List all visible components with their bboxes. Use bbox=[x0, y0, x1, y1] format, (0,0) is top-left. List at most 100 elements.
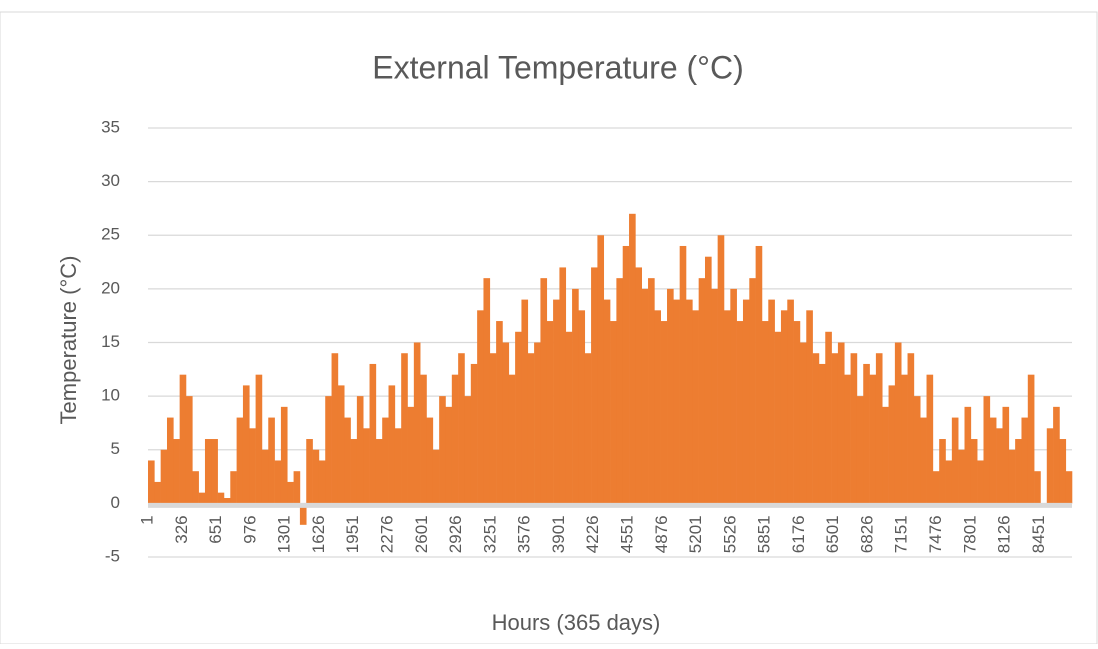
bar bbox=[945, 460, 953, 504]
chart-title: External Temperature (°C) bbox=[372, 49, 743, 85]
bar bbox=[951, 417, 959, 504]
x-tick-label: 6176 bbox=[789, 515, 808, 553]
bar bbox=[426, 417, 434, 504]
bar bbox=[394, 428, 402, 504]
bar bbox=[806, 310, 813, 504]
bar bbox=[572, 288, 579, 504]
bar bbox=[439, 396, 446, 504]
y-tick-label: 20 bbox=[101, 278, 120, 297]
bar bbox=[989, 417, 997, 504]
x-tick-label: 326 bbox=[172, 515, 191, 543]
bar bbox=[553, 299, 560, 504]
bar bbox=[559, 267, 567, 504]
x-tick-label: 7476 bbox=[926, 515, 945, 553]
bar bbox=[1027, 374, 1035, 504]
x-tick-label: 1 bbox=[137, 515, 156, 524]
bar bbox=[673, 299, 680, 504]
bar bbox=[622, 245, 630, 504]
x-tick-label: 7151 bbox=[892, 515, 911, 553]
bar bbox=[787, 299, 794, 504]
bar bbox=[818, 363, 826, 504]
bar bbox=[166, 417, 174, 504]
bar bbox=[711, 288, 718, 504]
bar bbox=[464, 396, 472, 504]
bar bbox=[521, 299, 529, 504]
bar bbox=[280, 406, 288, 504]
bar bbox=[629, 213, 636, 504]
bar bbox=[844, 374, 851, 504]
bar bbox=[863, 363, 870, 504]
bar bbox=[325, 396, 332, 504]
bar bbox=[337, 385, 345, 504]
bar bbox=[350, 439, 358, 504]
bar bbox=[698, 278, 706, 504]
x-tick-label: 2276 bbox=[377, 515, 396, 553]
bar bbox=[204, 439, 212, 504]
bar bbox=[211, 439, 218, 504]
bar bbox=[413, 342, 421, 504]
bar bbox=[420, 374, 427, 504]
bar bbox=[970, 439, 978, 504]
bar bbox=[318, 460, 326, 504]
bar bbox=[249, 428, 256, 504]
bar bbox=[932, 471, 940, 504]
bar bbox=[451, 374, 459, 504]
bar bbox=[717, 235, 725, 504]
bar bbox=[432, 449, 440, 504]
x-tick-label: 3901 bbox=[549, 515, 568, 553]
bar bbox=[1008, 449, 1016, 504]
bar bbox=[616, 278, 624, 504]
bar bbox=[312, 449, 320, 504]
bar bbox=[217, 492, 225, 504]
bar bbox=[761, 321, 769, 504]
bar bbox=[192, 471, 199, 504]
bar bbox=[274, 460, 282, 504]
bar bbox=[660, 321, 668, 504]
bar bbox=[1065, 471, 1073, 504]
y-tick-label: 15 bbox=[101, 332, 120, 351]
bar bbox=[293, 471, 301, 504]
bar bbox=[508, 374, 516, 504]
bar bbox=[831, 353, 839, 504]
bar bbox=[812, 353, 820, 504]
x-tick-label: 5526 bbox=[720, 515, 739, 553]
bar bbox=[692, 310, 699, 504]
x-tick-label: 6501 bbox=[823, 515, 842, 553]
x-tick-label: 4226 bbox=[583, 515, 602, 553]
bar bbox=[958, 449, 965, 504]
bar bbox=[888, 385, 896, 504]
bar bbox=[375, 439, 383, 504]
bar bbox=[730, 288, 737, 504]
y-tick-label: 30 bbox=[101, 171, 120, 190]
bar bbox=[483, 278, 491, 504]
bar bbox=[299, 503, 307, 525]
x-tick-label: 4551 bbox=[617, 515, 636, 553]
bar bbox=[1015, 439, 1022, 504]
y-tick-label: 35 bbox=[101, 117, 120, 136]
bar bbox=[825, 331, 832, 504]
bar bbox=[185, 396, 193, 504]
bar bbox=[850, 353, 858, 504]
bar bbox=[856, 396, 864, 504]
x-tick-label: 3576 bbox=[515, 515, 534, 553]
y-tick-label: 0 bbox=[111, 493, 120, 512]
bar bbox=[686, 299, 693, 504]
x-tick-label: 1301 bbox=[275, 515, 294, 553]
bar bbox=[470, 363, 478, 504]
bar bbox=[799, 342, 807, 504]
bar bbox=[401, 353, 408, 504]
bar bbox=[901, 374, 908, 504]
bar bbox=[983, 396, 991, 504]
bar bbox=[515, 331, 522, 504]
y-tick-label: 5 bbox=[111, 439, 120, 458]
x-tick-label: 6826 bbox=[857, 515, 876, 553]
bar bbox=[875, 353, 883, 504]
bar bbox=[1021, 417, 1029, 504]
bar bbox=[578, 310, 586, 504]
bar bbox=[242, 385, 250, 504]
bar bbox=[736, 321, 744, 504]
bar bbox=[382, 417, 389, 504]
bar bbox=[565, 331, 573, 504]
bar bbox=[837, 342, 845, 504]
bar bbox=[597, 235, 605, 504]
